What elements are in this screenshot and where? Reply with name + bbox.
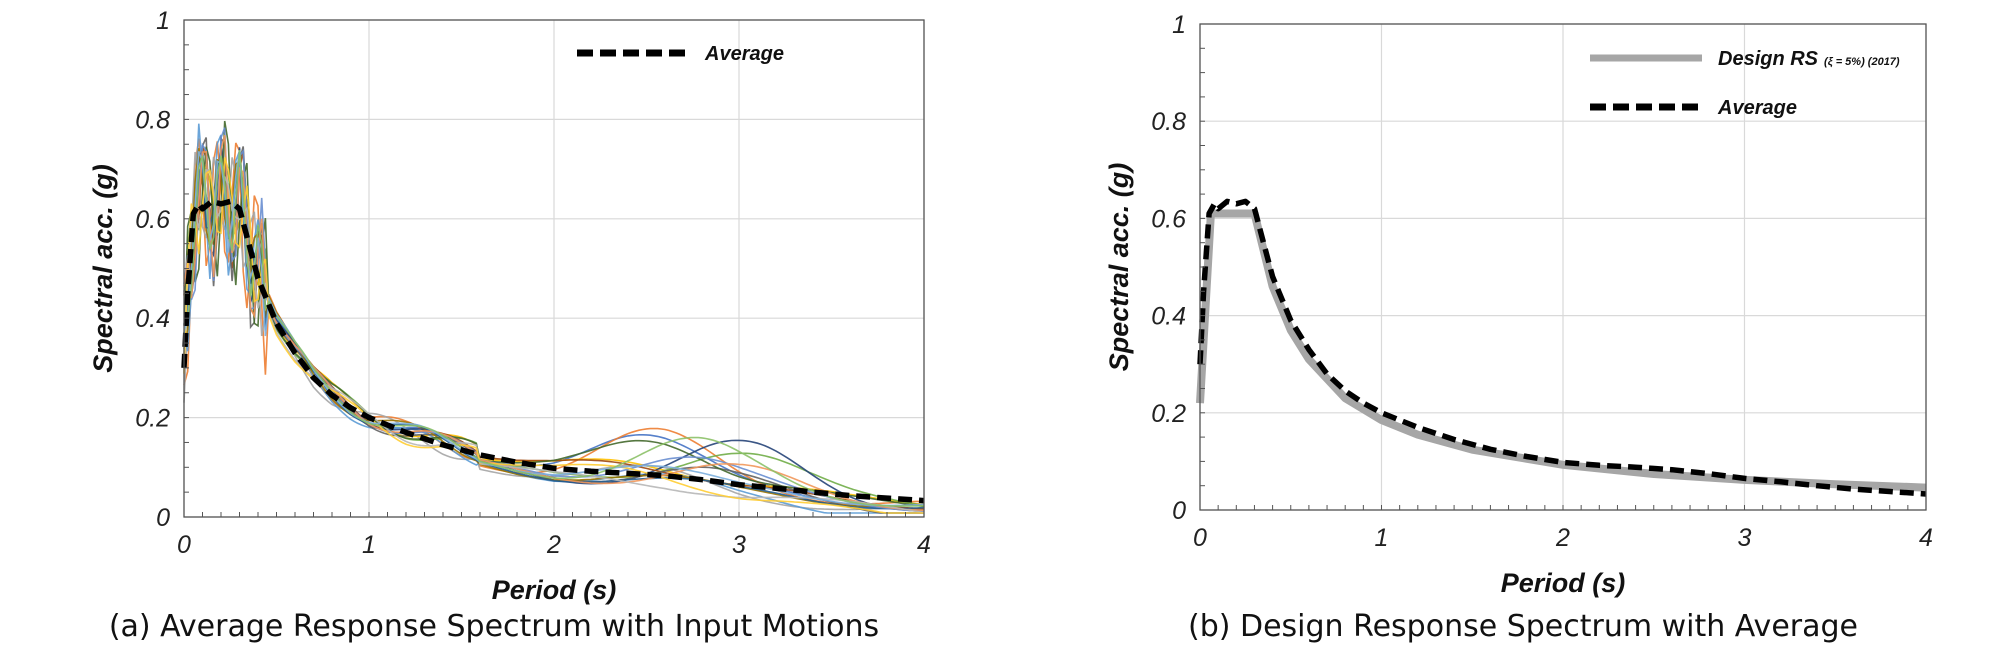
chart-b-legend: Design RS (ξ = 5%) (2017) Average — [1590, 48, 1900, 119]
chart-a-legend: Average — [577, 43, 784, 65]
chart-b-y-axis-title: Spectral acc. (g) — [1104, 163, 1134, 372]
chart-b-caption: (b) Design Response Spectrum with Averag… — [1188, 609, 1858, 644]
legend-label: Design RS (ξ = 5%) (2017) — [1718, 48, 1900, 70]
chart-b-x-axis-title: Period (s) — [1501, 568, 1626, 598]
input-motion-line — [183, 157, 924, 514]
chart-b-y-tick-label: 0.6 — [1151, 205, 1186, 233]
input-motion-line — [183, 168, 925, 514]
chart-b-y-tick-label: 0.2 — [1151, 400, 1186, 428]
series-line-average — [1197, 198, 1927, 497]
chart-a-x-tick-label: 3 — [732, 531, 746, 559]
chart-a-y-tick-label: 0.4 — [135, 305, 170, 333]
chart-b-x-tick-label: 1 — [1375, 524, 1389, 552]
chart-b: 0 1 2 3 4 0 0.2 0.4 0.6 0.8 1 Period (s) Spectral … — [1104, 11, 1933, 644]
chart-a-y-tick-label: 0.8 — [135, 106, 170, 134]
chart-b-y-tick-label: 0 — [1172, 497, 1186, 525]
chart-b-y-tick-label: 1 — [1172, 11, 1186, 39]
chart-b-grid — [1199, 23, 1927, 511]
chart-a-x-axis-title: Period (s) — [492, 575, 617, 605]
chart-a-x-tick-label: 1 — [362, 531, 376, 559]
series-line-average — [181, 198, 925, 504]
chart-a-x-tick-label: 0 — [177, 531, 191, 559]
chart-a-y-tick-label: 1 — [156, 7, 170, 35]
chart-a-x-tick-label: 2 — [546, 531, 561, 559]
legend-label: Average — [704, 43, 784, 65]
chart-a-y-tick-label: 0.2 — [135, 405, 170, 433]
chart-b-x-tick-label: 2 — [1555, 524, 1570, 552]
chart-b-y-tick-label: 0.8 — [1151, 108, 1186, 136]
chart-a-grid — [183, 19, 925, 518]
legend-label: Average — [1717, 97, 1797, 119]
chart-b-y-tick-label: 0.4 — [1151, 303, 1186, 331]
chart-a-y-tick-label: 0.6 — [135, 206, 170, 234]
chart-a: 0 1 2 3 4 0 0.2 0.4 0.6 0.8 1 Period (s) Spectral … — [88, 7, 931, 644]
chart-b-series — [1196, 198, 1927, 497]
chart-b-x-tick-label: 4 — [1919, 524, 1933, 552]
chart-a-x-tick-label: 4 — [917, 531, 931, 559]
chart-a-y-tick-label: 0 — [156, 504, 170, 532]
chart-b-x-tick-label: 3 — [1738, 524, 1752, 552]
chart-a-series — [181, 198, 925, 504]
chart-a-caption: (a) Average Response Spectrum with Input… — [109, 609, 879, 644]
chart-a-ticks: 0 1 2 3 4 0 0.2 0.4 0.6 0.8 1 — [135, 7, 931, 559]
chart-b-x-tick-label: 0 — [1193, 524, 1207, 552]
chart-b-ticks: 0 1 2 3 4 0 0.2 0.4 0.6 0.8 1 — [1151, 11, 1933, 552]
chart-a-y-axis-title: Spectral acc. (g) — [88, 164, 118, 373]
input-motion-line — [183, 150, 925, 507]
